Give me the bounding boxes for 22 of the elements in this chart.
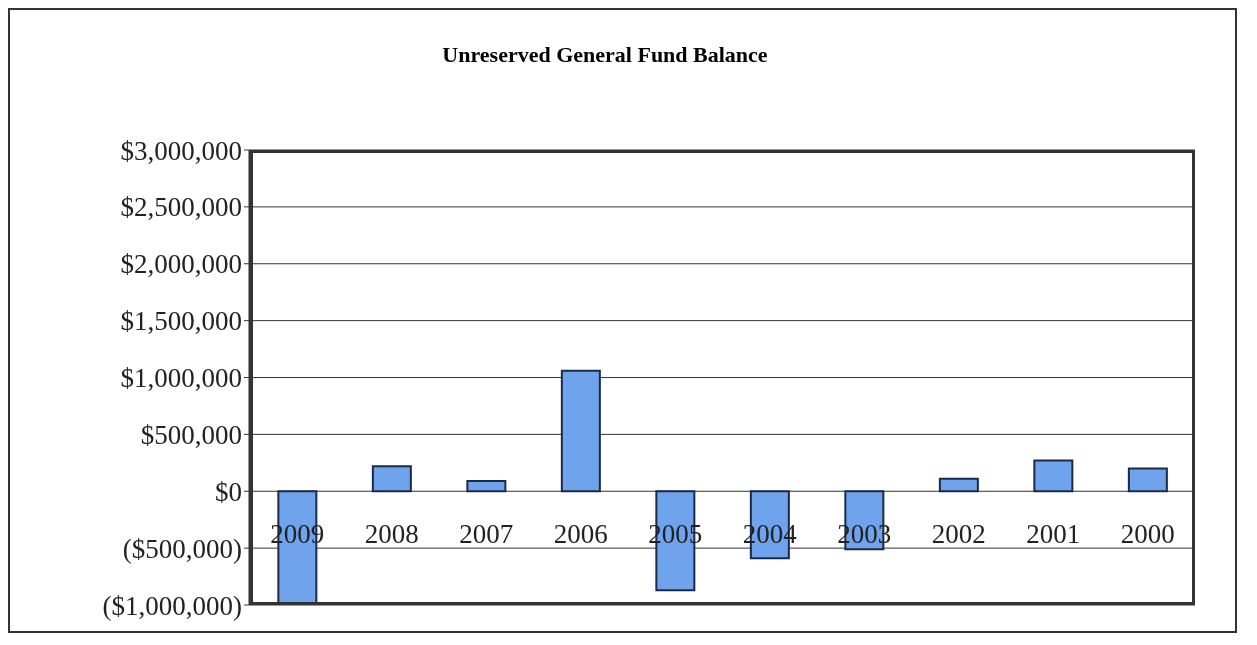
x-tick-label: 2007	[459, 519, 514, 550]
x-tick-label: 2000	[1120, 519, 1175, 550]
y-tick-label: $2,000,000	[120, 249, 242, 280]
y-tick-label: ($1,000,000)	[102, 590, 242, 621]
y-tick-label: $3,000,000	[120, 135, 242, 166]
x-tick-label: 2008	[364, 519, 419, 550]
bar	[1033, 459, 1074, 493]
bar	[371, 465, 412, 493]
bar	[560, 369, 601, 493]
x-tick-label: 2002	[931, 519, 986, 550]
y-tick-label: $1,000,000	[120, 363, 242, 394]
bar	[466, 480, 507, 493]
bar	[1127, 467, 1168, 493]
x-tick-label: 2006	[553, 519, 608, 550]
y-tick-label: $500,000	[140, 419, 242, 450]
y-tick-label: $1,500,000	[120, 306, 242, 337]
y-tick-label: $2,500,000	[120, 192, 242, 223]
x-tick-label: 2001	[1026, 519, 1081, 550]
chart-title: Unreserved General Fund Balance	[441, 42, 769, 68]
bar	[938, 477, 979, 493]
y-tick-label: ($500,000)	[122, 533, 242, 564]
y-tick-label: $0	[215, 476, 242, 507]
